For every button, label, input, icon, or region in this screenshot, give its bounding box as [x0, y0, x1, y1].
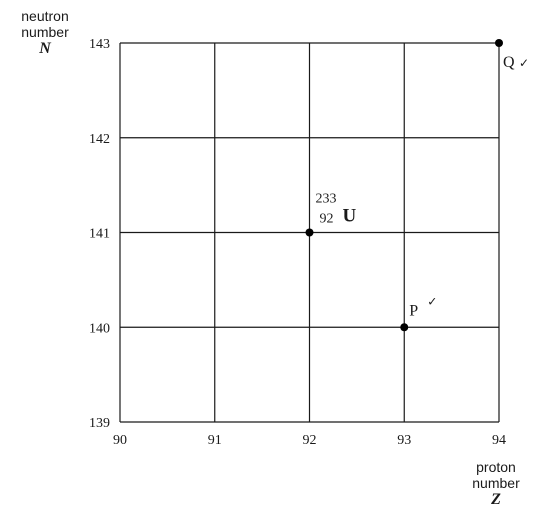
atomic-number: 92 [320, 212, 334, 227]
y-axis-title: neutron number N [6, 8, 84, 58]
x-axis-symbol: Z [491, 491, 501, 508]
y-tick-label: 139 [89, 416, 110, 431]
x-axis-title-line-2: number [472, 475, 520, 491]
data-point-P [400, 323, 409, 332]
y-tick-label: 140 [89, 321, 110, 336]
element-symbol: U [343, 206, 357, 227]
x-axis-title: proton number Z [458, 459, 534, 509]
x-tick-label: 91 [208, 433, 222, 448]
x-tick-label: 92 [303, 433, 317, 448]
y-tick-label: 143 [89, 37, 110, 52]
check-mark-icon: ✓ [519, 56, 529, 70]
x-tick-label: 90 [113, 433, 127, 448]
data-points [305, 39, 503, 332]
y-axis-symbol: N [39, 40, 51, 57]
y-axis-title-line-2: number [21, 24, 69, 40]
y-axis-title-line-1: neutron [21, 8, 69, 24]
y-tick-label: 142 [89, 132, 110, 147]
point-labels: 233 92 U P ✓ Q ✓ [316, 54, 530, 319]
point-label-P: P [409, 302, 418, 319]
grid [119, 42, 500, 423]
mass-number: 233 [316, 192, 337, 207]
check-mark-icon: ✓ [427, 294, 437, 308]
point-label-Q: Q [503, 54, 515, 71]
x-axis-title-line-1: proton [476, 459, 516, 475]
x-tick-label: 93 [397, 433, 411, 448]
tick-labels: 90 91 92 93 94 139 140 141 142 143 [89, 37, 506, 448]
y-tick-label: 141 [89, 227, 110, 242]
data-point-U [305, 228, 314, 237]
x-tick-label: 94 [492, 433, 506, 448]
data-point-Q [495, 39, 503, 47]
